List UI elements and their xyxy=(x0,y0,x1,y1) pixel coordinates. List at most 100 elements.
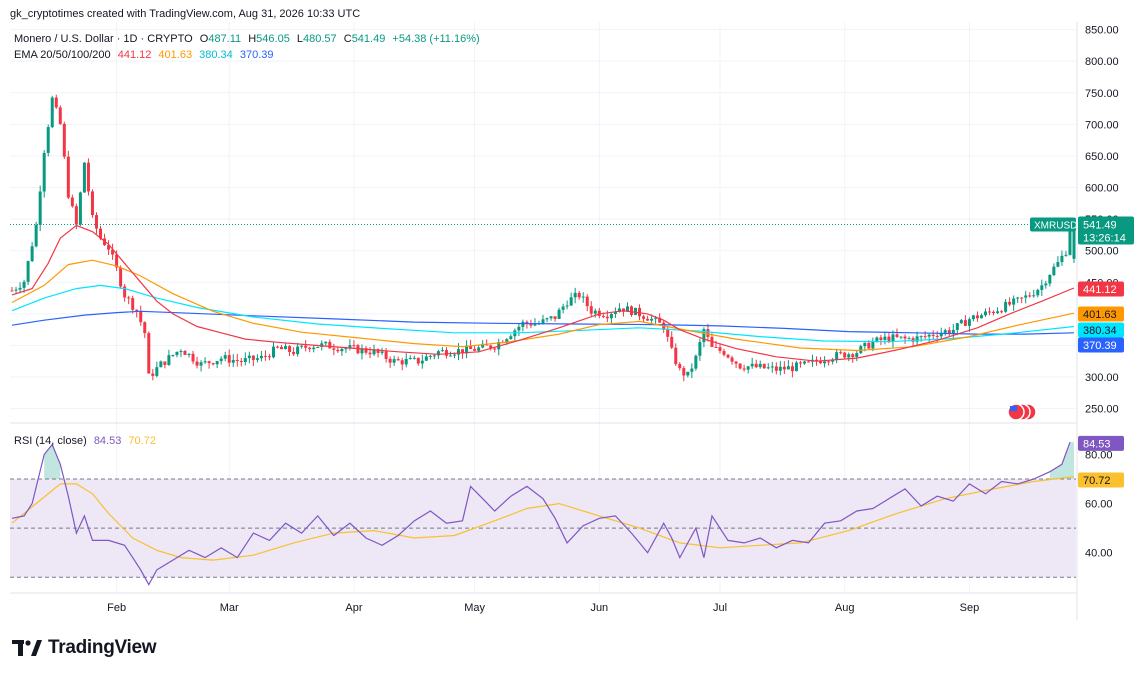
rsi-line xyxy=(11,441,1071,586)
candle-body xyxy=(384,351,388,359)
candle-body xyxy=(706,329,710,337)
rsi-tick-label: 60.00 xyxy=(1085,499,1113,511)
rsi-value-badge-bg xyxy=(1078,435,1124,451)
candle-body xyxy=(613,311,617,314)
candle-body xyxy=(368,352,372,355)
ema-badge-1-bg xyxy=(1078,306,1124,322)
candle-body xyxy=(223,355,227,359)
candle-body xyxy=(203,361,207,363)
price-tick-label: 300.00 xyxy=(1085,372,1119,384)
price-tick-label: 650.00 xyxy=(1085,151,1119,163)
candle-body xyxy=(718,347,722,351)
rsi-pane xyxy=(10,441,1076,586)
ema-label: EMA 20/50/100/200 xyxy=(14,49,111,61)
candle-body xyxy=(996,311,1000,314)
ema-badge-3: 370.39 xyxy=(1078,337,1124,353)
candle-body xyxy=(50,97,54,128)
rsi-legend[interactable]: RSI (14, close) 84.53 70.72 xyxy=(14,435,156,447)
candle-body xyxy=(654,317,658,319)
candle-body xyxy=(975,315,979,319)
candle-body xyxy=(593,310,597,314)
ema20-value: 441.12 xyxy=(117,49,152,61)
candle-body xyxy=(750,363,754,367)
candle-body xyxy=(746,366,750,370)
candle-body xyxy=(666,329,670,337)
candle-body xyxy=(123,286,127,298)
candle-body xyxy=(589,306,593,314)
candle-body xyxy=(26,261,30,282)
candle-body xyxy=(99,228,103,239)
time-tick-label: Feb xyxy=(107,602,126,614)
candle-body xyxy=(259,355,263,359)
rsi-value-badge-text: 84.53 xyxy=(1083,438,1111,450)
us-flag-icon[interactable] xyxy=(1007,403,1037,421)
tradingview-logo-icon xyxy=(12,640,42,656)
candle-body xyxy=(159,361,163,368)
candle-body xyxy=(82,162,86,193)
candle-body xyxy=(794,362,798,372)
ema100-line xyxy=(11,284,1075,343)
candle-body xyxy=(408,358,412,360)
symbol-legend[interactable]: Monero / U.S. Dollar · 1D · CRYPTO O487.… xyxy=(14,33,480,45)
candle-body xyxy=(658,317,662,323)
rsi-overbought-fill xyxy=(1049,442,1074,480)
candle-body xyxy=(650,318,654,321)
candle-body xyxy=(722,350,726,355)
candle-body xyxy=(758,363,762,368)
ohlc-open-label: O xyxy=(199,33,209,45)
candle-body xyxy=(267,356,271,358)
candle-body xyxy=(477,347,481,351)
candle-body xyxy=(231,359,235,363)
candle-body xyxy=(255,358,259,360)
candle-body xyxy=(774,366,778,371)
candle-body xyxy=(690,368,694,372)
ohlc-low: 480.57 xyxy=(303,33,337,45)
candle-body xyxy=(127,297,131,299)
candle-body xyxy=(392,359,396,363)
rsi-label: RSI (14, close) xyxy=(14,435,87,447)
candle-body xyxy=(404,359,408,365)
ema-legend[interactable]: EMA 20/50/100/200 441.12 401.63 380.34 3… xyxy=(14,49,274,61)
candle-body xyxy=(895,334,899,337)
candle-body xyxy=(1072,224,1076,259)
candle-body xyxy=(304,345,308,348)
candle-body xyxy=(296,346,300,355)
candle-body xyxy=(859,346,863,354)
candle-body xyxy=(907,338,911,340)
candle-body xyxy=(947,330,951,334)
candle-body xyxy=(465,345,469,354)
price-tick-label: 250.00 xyxy=(1085,404,1119,416)
candle-body xyxy=(992,311,996,314)
candle-body xyxy=(316,346,320,348)
candle-body xyxy=(372,349,376,355)
candle-body xyxy=(187,353,191,355)
rsi-ma-badge-bg xyxy=(1078,472,1124,488)
ohlc-close: 541.49 xyxy=(351,33,386,45)
candle-body xyxy=(444,350,448,356)
price-pane xyxy=(10,94,1076,382)
candle-body xyxy=(62,123,66,157)
candle-body xyxy=(308,347,312,350)
symbol-tag-bg xyxy=(1030,217,1076,232)
candle-body xyxy=(766,367,770,369)
candle-body xyxy=(30,246,34,262)
candle-body xyxy=(879,337,883,340)
candle-body xyxy=(831,359,835,362)
candle-body xyxy=(94,215,98,229)
ema-badge-1: 401.63 xyxy=(1078,306,1124,322)
candle-body xyxy=(70,197,74,207)
candle-body xyxy=(742,368,746,370)
candle-body xyxy=(819,361,823,364)
time-tick-label: Mar xyxy=(220,602,239,614)
ohlc-high-label: H xyxy=(248,33,257,45)
ema-badge-2-bg xyxy=(1078,322,1124,338)
candle-body xyxy=(215,361,219,365)
tradingview-logo[interactable]: TradingView xyxy=(12,637,157,659)
candle-body xyxy=(915,336,919,342)
candle-body xyxy=(348,345,352,349)
symbol-tag: XMRUSD xyxy=(1034,220,1077,231)
rsi-tick-label: 40.00 xyxy=(1085,548,1113,560)
candle-body xyxy=(135,309,139,312)
candle-body xyxy=(364,348,368,353)
candle-body xyxy=(569,297,573,306)
